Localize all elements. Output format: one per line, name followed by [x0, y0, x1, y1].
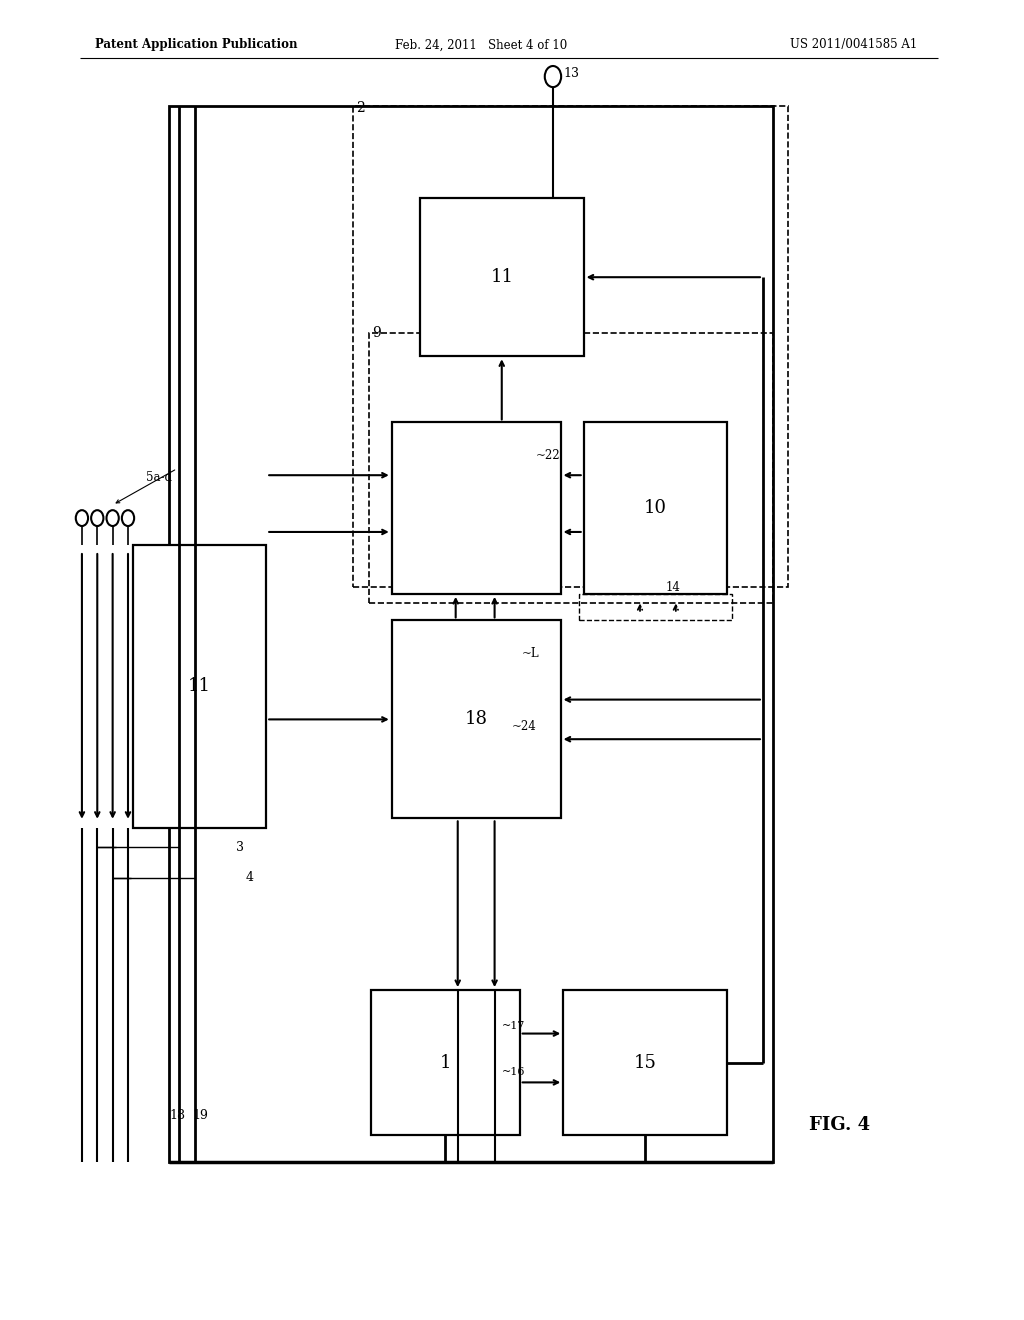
Text: 10: 10 — [644, 499, 667, 517]
Bar — [169, 106, 773, 1162]
Text: 15: 15 — [634, 1053, 656, 1072]
Text: 19: 19 — [193, 1109, 209, 1122]
Bar — [369, 333, 773, 603]
Text: 1: 1 — [439, 1053, 452, 1072]
Text: 9: 9 — [372, 326, 381, 339]
Text: 5a-d: 5a-d — [146, 471, 172, 484]
Text: 18: 18 — [169, 1109, 185, 1122]
Text: 11: 11 — [188, 677, 211, 696]
Text: US 2011/0041585 A1: US 2011/0041585 A1 — [791, 38, 918, 51]
Text: ~24: ~24 — [512, 719, 537, 733]
Text: ~17: ~17 — [502, 1020, 525, 1031]
Text: 14: 14 — [666, 581, 681, 594]
Text: 18: 18 — [465, 710, 487, 729]
Text: ~22: ~22 — [536, 449, 560, 462]
Text: Patent Application Publication: Patent Application Publication — [95, 38, 298, 51]
Bar — [584, 422, 727, 594]
Text: ~L: ~L — [522, 647, 540, 660]
Text: 13: 13 — [563, 67, 580, 81]
Text: Feb. 24, 2011   Sheet 4 of 10: Feb. 24, 2011 Sheet 4 of 10 — [395, 38, 567, 51]
Text: 4: 4 — [246, 871, 254, 884]
Bar — [579, 594, 732, 620]
Text: 2: 2 — [356, 102, 366, 115]
Text: FIG. 4: FIG. 4 — [809, 1115, 870, 1134]
Text: 11: 11 — [490, 268, 513, 286]
Bar — [353, 106, 788, 587]
Bar — [371, 990, 519, 1135]
Bar — [420, 198, 584, 356]
Bar — [391, 422, 561, 594]
Text: 3: 3 — [236, 841, 244, 854]
Text: ~16: ~16 — [502, 1067, 525, 1077]
Bar — [133, 544, 266, 829]
Bar — [563, 990, 727, 1135]
Bar — [391, 620, 561, 818]
